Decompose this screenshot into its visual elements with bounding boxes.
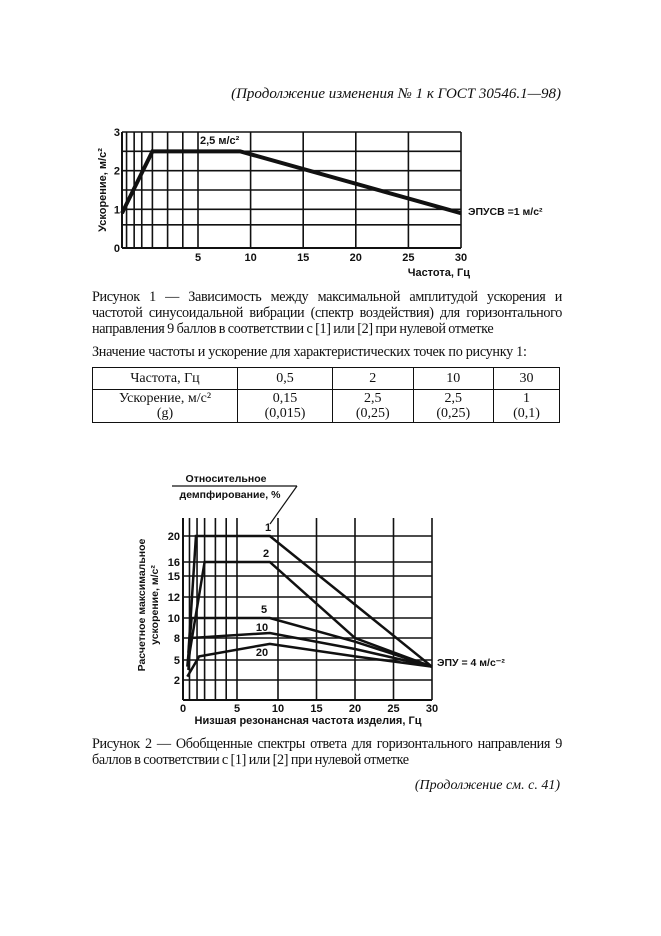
table-row: Частота, Гц 0,5 2 10 30 [92, 367, 560, 390]
x-tick-label: 5 [234, 703, 240, 715]
y-tick-label: 16 [168, 557, 180, 569]
y-tick-label: 15 [168, 571, 180, 583]
table-cell: Частота, Гц [92, 367, 238, 390]
series-label: 1 [265, 522, 271, 534]
cell-line: (0,015) [264, 406, 306, 421]
series-label: 20 [256, 647, 268, 659]
table-cell: Ускорение, м/с² (g) [92, 389, 238, 423]
y-tick-label: 5 [174, 655, 180, 667]
table-cell: 2,5 (0,25) [412, 389, 494, 423]
series-line [186, 616, 433, 668]
cell-line: 2,5 [364, 391, 382, 406]
y-tick-label: 12 [168, 592, 180, 604]
cell-line: Ускорение, м/с² [118, 391, 212, 406]
table-cell: 10 [412, 367, 494, 390]
y-tick-label: 2 [174, 675, 180, 687]
x-tick-label: 20 [350, 252, 362, 264]
x-tick-label: 25 [402, 252, 414, 264]
table-cell: 0,15 (0,015) [237, 389, 333, 423]
x-tick-label: 15 [310, 703, 322, 715]
x-tick-label: 20 [349, 703, 361, 715]
series-line [120, 149, 462, 216]
y-axis-label: Ускорение, м/с² [97, 148, 109, 232]
legend-leader [269, 485, 298, 525]
table-cell: 1 (0,1) [493, 389, 560, 423]
x-tick-label: 10 [272, 703, 284, 715]
y-axis-label: Расчетное максимальное [136, 538, 148, 671]
table-cell: 2,5 (0,25) [332, 389, 414, 423]
x-tick-label: 5 [195, 252, 201, 264]
y-tick-label: 20 [168, 531, 180, 543]
legend-title: демпфирование, % [180, 489, 282, 501]
x-tick-label: 0 [180, 703, 186, 715]
series-line [187, 560, 433, 668]
page-footer: (Продолжение см. с. 41) [414, 778, 560, 793]
table-cell: 30 [493, 367, 560, 390]
annotation: 2,5 м/с² [200, 135, 240, 147]
y-tick-label: 10 [168, 613, 180, 625]
figure2-text-block: Рисунок 2 — Обобщенные спектры ответа дл… [92, 736, 562, 794]
y-axis-label: ускорение, м/с² [149, 565, 161, 645]
series-line [186, 642, 433, 678]
legend-title: Относительное [186, 473, 267, 485]
table-cell: 0,5 [237, 367, 333, 390]
y-tick-label: 3 [114, 127, 120, 139]
x-tick-label: 25 [387, 703, 399, 715]
table-intro: Значение частоты и ускорение для характе… [92, 344, 527, 360]
characteristic-points-table: Частота, Гц 0,5 2 10 30 Ускорение, м/с²(… [92, 367, 560, 423]
cell-line: (0,1) [513, 406, 540, 421]
x-axis-label: Низшая резонансная частота изделия, Гц [195, 715, 422, 727]
annotation: ЭПУСВ =1 м/с² [468, 206, 543, 218]
cell-line: 1 [523, 391, 530, 406]
cell-line: 2,5 [444, 391, 463, 406]
y-tick-label: 2 [114, 166, 120, 178]
figure2-caption: Рисунок 2 — Обобщенные спектры ответа дл… [92, 736, 562, 768]
series-label: 5 [261, 604, 267, 616]
y-tick-label: 1 [114, 204, 120, 216]
table-cell: 2 [332, 367, 414, 390]
series-label: 2 [263, 548, 269, 560]
y-tick-label: 0 [114, 243, 120, 255]
cell-line: (0,25) [436, 406, 471, 421]
x-tick-label: 10 [244, 252, 256, 264]
x-tick-label: 30 [426, 703, 438, 715]
x-tick-label: 30 [455, 252, 467, 264]
x-tick-label: 15 [297, 252, 309, 264]
figure1-caption: Рисунок 1 — Зависимость между максимальн… [92, 289, 562, 337]
series-line [187, 631, 433, 671]
series-line [187, 534, 433, 668]
y-tick-label: 8 [174, 633, 180, 645]
table-row: Ускорение, м/с² (g) 0,15 (0,015) 2,5 (0,25)… [92, 389, 560, 423]
cell-line: (g) [156, 406, 174, 421]
x-axis-label: Частота, Гц [408, 267, 471, 279]
cell-line: (0,25) [355, 406, 390, 421]
page-header: (Продолжение изменения № 1 к ГОСТ 30546.… [231, 86, 561, 102]
figure1-text-block: Рисунок 1 — Зависимость между максимальн… [92, 289, 562, 423]
cell-line: 0,15 [272, 391, 298, 406]
annotation: ЭПУ = 4 м/с⁻² [437, 657, 505, 669]
series-label: 10 [256, 622, 268, 634]
